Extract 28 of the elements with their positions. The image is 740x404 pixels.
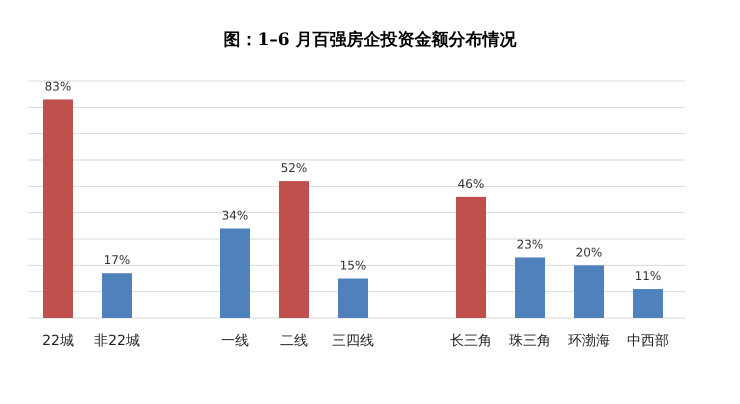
data-label: 52% <box>280 161 308 176</box>
bar <box>43 99 73 318</box>
bar <box>456 196 486 318</box>
bar <box>220 228 250 318</box>
x-tick-label: 中西部 <box>627 333 669 349</box>
bar <box>279 181 309 318</box>
data-label: 15% <box>340 258 366 272</box>
x-tick-label: 珠三角 <box>509 333 551 349</box>
data-label: 17% <box>104 253 130 268</box>
x-tick-label: 22城 <box>42 333 74 349</box>
bar <box>102 273 132 318</box>
data-label: 11% <box>634 269 662 284</box>
data-label: 34% <box>222 208 248 222</box>
x-tick-label: 长三角 <box>450 333 492 349</box>
bar <box>633 289 663 318</box>
x-tick-label: 一线 <box>221 333 249 349</box>
data-label: 23% <box>516 237 544 252</box>
x-tick-label: 非22城 <box>94 333 140 349</box>
x-tick-label: 环渤海 <box>568 333 610 349</box>
data-label: 20% <box>576 245 602 260</box>
bar <box>515 257 545 318</box>
bar <box>574 265 604 318</box>
bar <box>338 278 368 318</box>
x-tick-label: 二线 <box>280 333 308 349</box>
data-label: 83% <box>44 79 72 94</box>
x-tick-label: 三四线 <box>332 333 374 349</box>
chart-title: 图：1–6 月百强房企投资金额分布情况 <box>223 30 518 50</box>
data-label: 46% <box>458 176 484 191</box>
